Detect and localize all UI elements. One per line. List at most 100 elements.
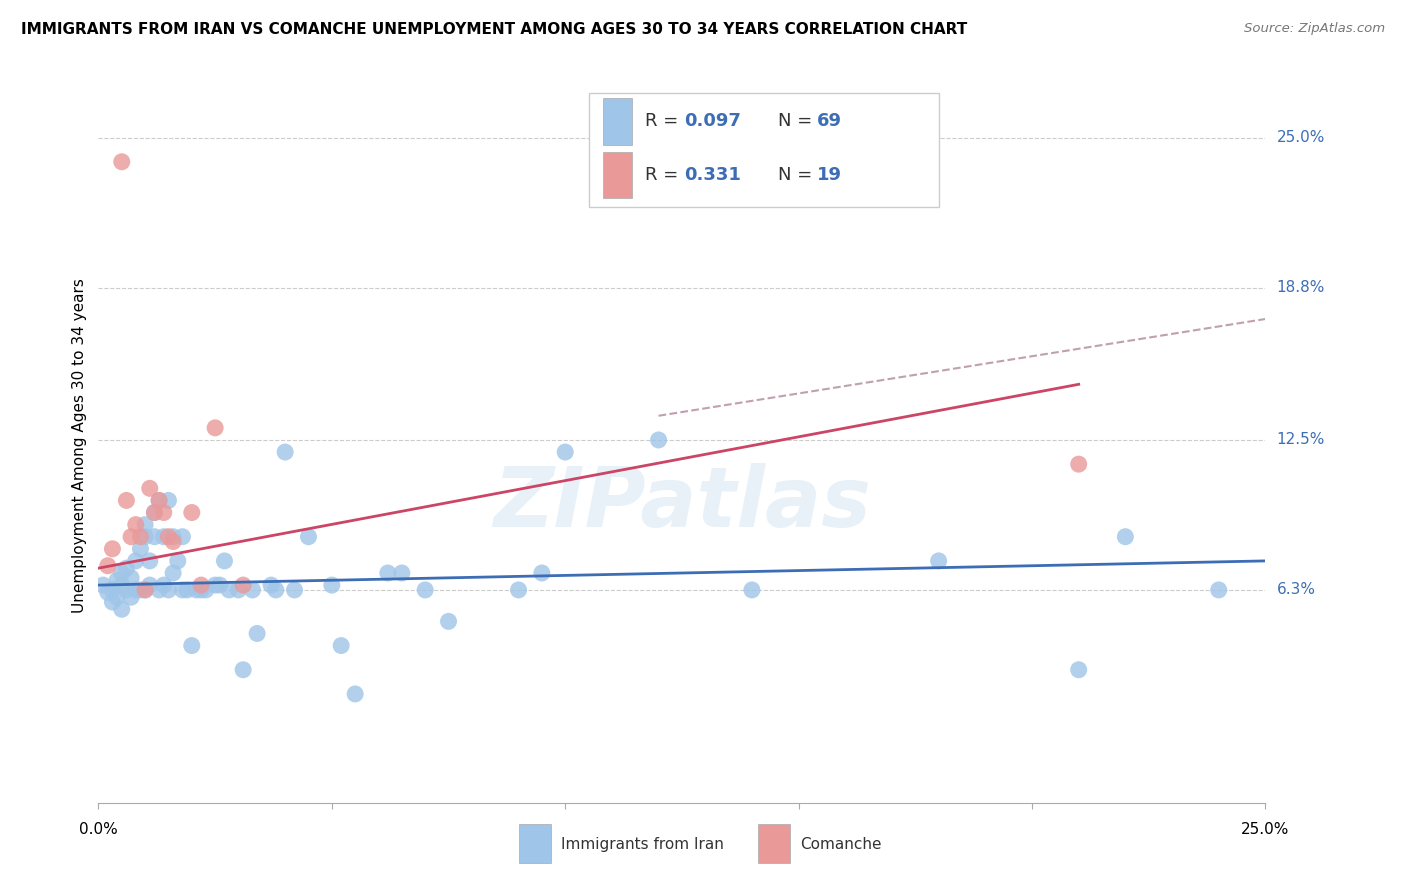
Text: Immigrants from Iran: Immigrants from Iran: [561, 837, 724, 852]
Point: [143, 530, 166, 544]
Point: [508, 582, 530, 597]
Point: [97, 585, 120, 599]
Point: [111, 566, 134, 580]
Point: [437, 615, 460, 629]
Point: [530, 566, 553, 580]
Text: 25.0%: 25.0%: [1241, 822, 1289, 838]
Point: [125, 554, 148, 568]
Text: IMMIGRANTS FROM IRAN VS COMANCHE UNEMPLOYMENT AMONG AGES 30 TO 34 YEARS CORRELAT: IMMIGRANTS FROM IRAN VS COMANCHE UNEMPLO…: [21, 22, 967, 37]
Text: ZIPatlas: ZIPatlas: [494, 463, 870, 543]
Point: [120, 590, 142, 604]
Point: [190, 578, 212, 592]
Point: [1067, 663, 1090, 677]
Point: [172, 582, 194, 597]
Point: [274, 445, 297, 459]
Point: [180, 506, 202, 520]
Bar: [519, 824, 551, 863]
Point: [125, 517, 148, 532]
Text: Comanche: Comanche: [800, 837, 882, 852]
Point: [166, 554, 188, 568]
Text: R =: R =: [644, 166, 683, 184]
Point: [264, 582, 287, 597]
Point: [246, 626, 269, 640]
Point: [1208, 582, 1230, 597]
Point: [148, 582, 170, 597]
Point: [204, 578, 226, 592]
Text: 25.0%: 25.0%: [1277, 130, 1324, 145]
Text: 18.8%: 18.8%: [1277, 280, 1324, 295]
Point: [111, 578, 134, 592]
Point: [143, 506, 166, 520]
Point: [190, 582, 212, 597]
Point: [134, 517, 156, 532]
Point: [152, 506, 174, 520]
Point: [228, 582, 250, 597]
Point: [377, 566, 399, 580]
Point: [176, 582, 198, 597]
Point: [157, 582, 180, 597]
Point: [162, 566, 184, 580]
Text: R =: R =: [644, 112, 683, 130]
Point: [139, 578, 162, 592]
Text: 6.3%: 6.3%: [1277, 582, 1316, 598]
Point: [204, 421, 226, 435]
Point: [928, 554, 950, 568]
Point: [194, 582, 217, 597]
Point: [242, 582, 264, 597]
Point: [120, 571, 142, 585]
Point: [1114, 530, 1136, 544]
Point: [139, 554, 162, 568]
Point: [413, 582, 436, 597]
FancyBboxPatch shape: [589, 93, 939, 207]
Point: [115, 582, 138, 597]
Point: [741, 582, 763, 597]
Point: [105, 574, 128, 588]
Text: 19: 19: [817, 166, 842, 184]
Point: [139, 481, 162, 495]
Point: [1067, 457, 1090, 471]
Point: [105, 590, 128, 604]
Point: [232, 663, 254, 677]
Point: [134, 582, 156, 597]
Point: [232, 578, 254, 592]
Point: [260, 578, 283, 592]
Point: [148, 493, 170, 508]
Point: [647, 433, 669, 447]
Point: [115, 561, 138, 575]
Y-axis label: Unemployment Among Ages 30 to 34 years: Unemployment Among Ages 30 to 34 years: [72, 278, 87, 614]
Text: 0.097: 0.097: [685, 112, 741, 130]
Point: [115, 493, 138, 508]
Point: [134, 582, 156, 597]
Point: [125, 582, 148, 597]
Point: [344, 687, 367, 701]
Text: N =: N =: [778, 112, 818, 130]
Point: [180, 639, 202, 653]
Point: [111, 154, 134, 169]
Point: [129, 530, 152, 544]
Bar: [758, 824, 790, 863]
Point: [111, 602, 134, 616]
Point: [129, 541, 152, 556]
Text: 0.331: 0.331: [685, 166, 741, 184]
Point: [297, 530, 319, 544]
Text: 69: 69: [817, 112, 842, 130]
Point: [554, 445, 576, 459]
Point: [143, 506, 166, 520]
Point: [186, 582, 208, 597]
Point: [330, 639, 353, 653]
Point: [152, 530, 174, 544]
Point: [91, 578, 114, 592]
Point: [101, 595, 124, 609]
Point: [129, 582, 152, 597]
Text: Source: ZipAtlas.com: Source: ZipAtlas.com: [1244, 22, 1385, 36]
Point: [214, 554, 236, 568]
Point: [162, 534, 184, 549]
Bar: [603, 152, 631, 198]
Point: [283, 582, 305, 597]
Point: [208, 578, 231, 592]
Point: [152, 578, 174, 592]
Point: [101, 582, 124, 597]
Point: [120, 530, 142, 544]
Point: [391, 566, 413, 580]
Point: [148, 493, 170, 508]
